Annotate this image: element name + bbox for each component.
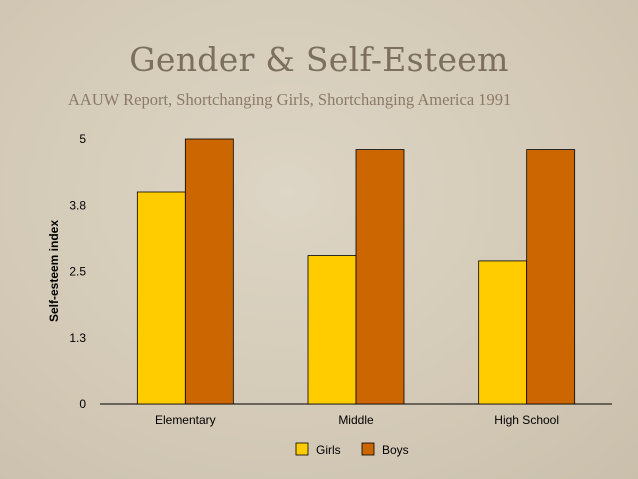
y-tick-label: 1.3 bbox=[69, 331, 86, 345]
x-tick-label: Middle bbox=[338, 413, 374, 427]
chart-ticks: 0 1.3 2.5 3.8 5 Elementary Middle High School bbox=[69, 132, 559, 427]
bar-girls-elementary bbox=[136, 191, 186, 405]
legend-swatch-boys bbox=[361, 442, 375, 456]
bar-girls-high-school bbox=[478, 260, 528, 405]
y-tick-label: 5 bbox=[79, 132, 86, 146]
bar-girls-middle bbox=[307, 255, 357, 405]
x-tick-label: Elementary bbox=[155, 413, 216, 427]
y-tick-label: 0 bbox=[79, 397, 86, 411]
chart-bars bbox=[136, 138, 576, 405]
legend-label-girls: Girls bbox=[316, 443, 341, 457]
y-tick-label: 2.5 bbox=[69, 265, 86, 279]
chart-legend: Girls Boys bbox=[295, 442, 409, 457]
legend-label-boys: Boys bbox=[382, 443, 409, 457]
slide-subtitle: AAUW Report, Shortchanging Girls, Shortc… bbox=[68, 90, 512, 109]
bar-boys-high-school bbox=[526, 149, 576, 405]
legend-swatch-girls bbox=[295, 442, 309, 456]
slide-title: Gender & Self-Esteem bbox=[129, 40, 509, 79]
y-tick-label: 3.8 bbox=[69, 198, 86, 212]
y-axis-label: Self-esteem index bbox=[47, 220, 61, 322]
bar-boys-middle bbox=[355, 149, 405, 405]
x-tick-label: High School bbox=[494, 413, 559, 427]
bar-boys-elementary bbox=[184, 138, 234, 405]
